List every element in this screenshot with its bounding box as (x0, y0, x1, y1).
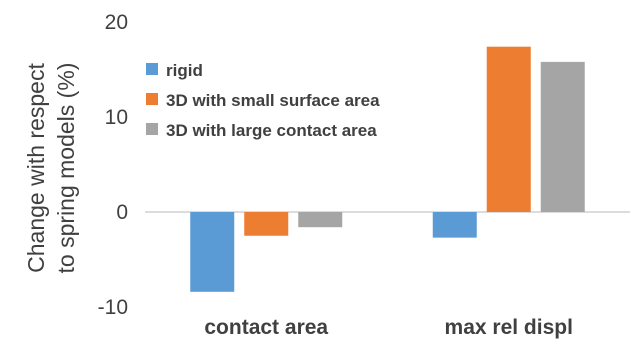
y-axis-title-line-1: Change with respect (23, 63, 49, 273)
legend: rigid 3D with small surface area 3D with l… (146, 61, 380, 140)
category-label: max rel displ (445, 316, 573, 339)
bars (190, 46, 585, 292)
y-tick-labels: -10 0 10 20 (98, 11, 128, 319)
legend-label: 3D with small surface area (166, 91, 380, 110)
legend-swatch (146, 93, 158, 105)
category-labels: contact area max rel displ (204, 316, 573, 339)
y-tick-label: 20 (105, 11, 128, 34)
bar (486, 46, 531, 213)
legend-swatch (146, 63, 158, 75)
legend-label: 3D with large contact area (166, 121, 377, 140)
y-tick-label: 0 (116, 201, 128, 224)
category-label: contact area (204, 316, 328, 339)
y-axis-title: Change with respect to spring models (%) (23, 63, 79, 274)
bar (190, 212, 235, 292)
bar (244, 212, 289, 236)
y-axis-title-line-2: to spring models (%) (53, 63, 79, 274)
bar (298, 212, 343, 228)
y-tick-label: 10 (105, 106, 128, 129)
bar (432, 212, 477, 238)
y-tick-label: -10 (98, 296, 128, 319)
legend-label: rigid (166, 61, 203, 80)
bar (540, 61, 585, 213)
legend-swatch (146, 123, 158, 135)
